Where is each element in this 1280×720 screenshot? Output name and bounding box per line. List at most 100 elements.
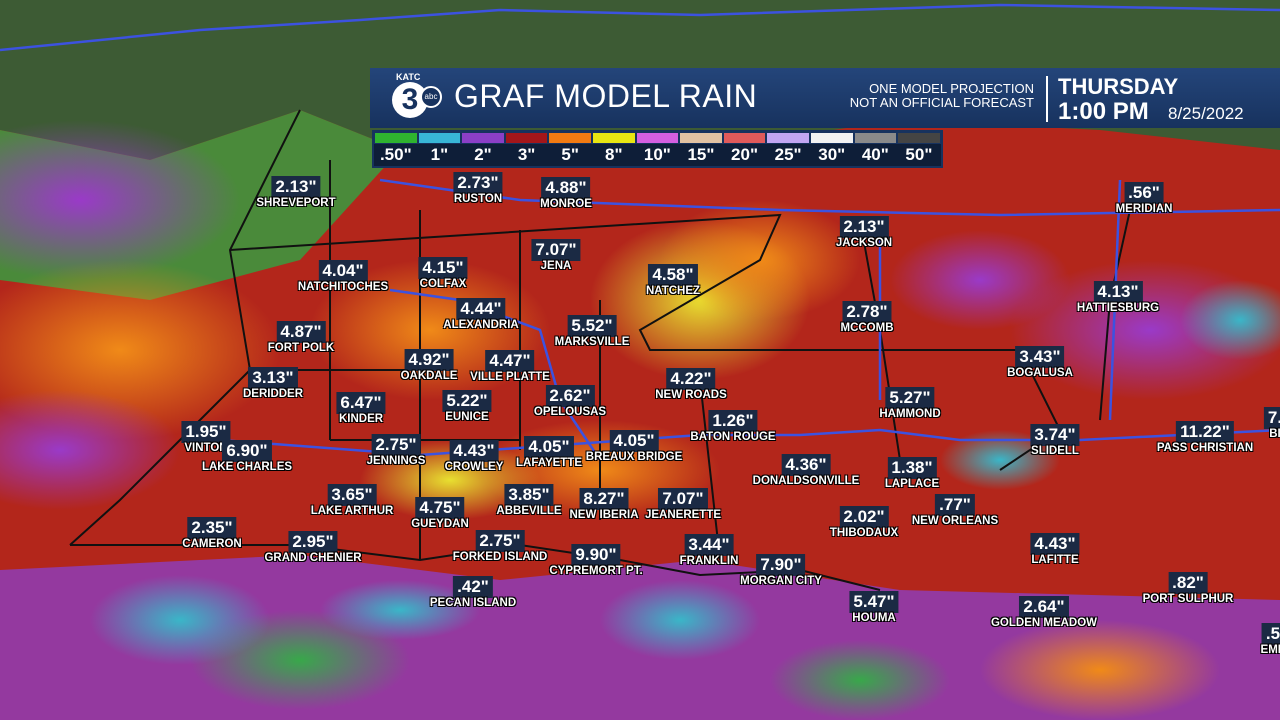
rain-amount: 7.07" [658, 488, 708, 510]
city-name: VINTON [184, 442, 228, 454]
legend-swatch [679, 132, 723, 144]
legend-swatch [897, 132, 941, 144]
legend-label: 1" [417, 144, 462, 166]
legend-label: 40" [853, 144, 898, 166]
header-bar: 3 KATC abc GRAF MODEL RAIN ONE MODEL PRO… [370, 68, 1280, 128]
city-name: NEW ORLEANS [911, 515, 999, 527]
city-name: JEANERETTE [644, 509, 722, 521]
rain-amount: 7.07" [531, 239, 581, 261]
legend-label: 10" [635, 144, 680, 166]
city-label: 5.27" HAMMOND [879, 387, 941, 420]
city-label: 4.87" FORT POLK [268, 321, 334, 354]
city-name: MCCOMB [840, 322, 894, 334]
city-label: 4.13" HATTIESBURG [1077, 281, 1159, 314]
legend-item: .50" [374, 132, 418, 166]
legend-swatch [853, 132, 898, 144]
rain-amount: 2.95" [288, 531, 338, 553]
city-label: .42" PECAN ISLAND [430, 576, 516, 609]
legend-swatch [809, 132, 854, 144]
legend-item: 15" [679, 132, 723, 166]
rain-amount: 3.65" [327, 484, 377, 506]
rain-amount: 4.22" [666, 368, 716, 390]
city-name: NATCHITOCHES [297, 281, 389, 293]
city-name: ABBEVILLE [496, 505, 562, 517]
city-label: .5EMP [1261, 623, 1280, 656]
city-label: 3.43" BOGALUSA [1007, 346, 1073, 379]
rain-amount: 4.92" [404, 349, 454, 371]
rain-amount: 5.47" [849, 591, 899, 613]
city-name: NEW IBERIA [569, 509, 639, 521]
rain-amount: 4.58" [648, 264, 698, 286]
rain-amount: 1.38" [887, 457, 937, 479]
rain-amount: 4.75" [415, 497, 465, 519]
legend-label: 50" [897, 144, 941, 166]
city-name: LAKE CHARLES [201, 461, 293, 473]
city-name: BOGALUSA [1007, 367, 1073, 379]
city-label: 1.26" BATON ROUGE [690, 410, 776, 443]
city-label: 2.35" CAMERON [182, 517, 242, 550]
city-name: MORGAN CITY [740, 575, 822, 587]
city-label: 7.07" JEANERETTE [645, 488, 721, 521]
city-label: 6.90" LAKE CHARLES [202, 440, 292, 473]
city-label: 5.22" EUNICE [442, 390, 492, 423]
city-label: 4.05" LAFAYETTE [516, 436, 582, 469]
legend-label: 30" [809, 144, 854, 166]
city-name: LAPLACE [884, 478, 940, 490]
rain-amount: 4.05" [524, 436, 574, 458]
rain-amount: 7. [1263, 407, 1280, 429]
rain-amount: 8.27" [579, 488, 629, 510]
city-name: PORT SULPHUR [1142, 593, 1234, 605]
city-name: CYPREMORT PT. [549, 565, 643, 577]
city-label: 4.36" DONALDSONVILLE [753, 454, 859, 487]
legend-swatch [591, 132, 636, 144]
city-name: DERIDDER [242, 388, 304, 400]
legend-label: 5" [548, 144, 592, 166]
legend-item: 3" [504, 132, 549, 166]
rain-amount: 4.04" [318, 260, 368, 282]
rain-amount: 5.22" [442, 390, 492, 412]
city-name: GOLDEN MEADOW [990, 617, 1098, 629]
day: THURSDAY [1058, 74, 1179, 99]
rain-amount: 1.95" [181, 421, 231, 443]
city-label: 7.07" JENA [531, 239, 581, 272]
city-label: 3.74" SLIDELL [1030, 424, 1080, 457]
city-name: SLIDELL [1031, 445, 1079, 457]
city-label: 4.92" OAKDALE [401, 349, 457, 382]
city-label: 4.58" NATCHEZ [646, 264, 700, 297]
legend-label: 15" [679, 144, 723, 166]
rain-amount: 4.87" [276, 321, 326, 343]
city-name: HATTIESBURG [1076, 302, 1160, 314]
city-label: 2.13" SHREVEPORT [256, 176, 336, 209]
rain-amount: 4.47" [485, 350, 535, 372]
legend-swatch [548, 132, 592, 144]
rain-amount: 5.27" [885, 387, 935, 409]
city-name: FORT POLK [267, 342, 335, 354]
city-name: MONROE [540, 198, 592, 210]
legend-label: 3" [504, 144, 549, 166]
legend-swatch [461, 132, 505, 144]
city-label: 1.38" LAPLACE [885, 457, 939, 490]
city-label: 4.15" COLFAX [418, 257, 468, 290]
rain-amount: 3.43" [1015, 346, 1065, 368]
city-label: 8.27" NEW IBERIA [570, 488, 639, 521]
rain-amount: 4.43" [449, 440, 499, 462]
city-name: OPELOUSAS [533, 406, 607, 418]
rain-amount: 3.13" [248, 367, 298, 389]
city-label: 5.52" MARKSVILLE [555, 315, 629, 348]
rain-amount: .77" [935, 494, 975, 516]
station-logo: 3 KATC abc [390, 72, 442, 124]
city-name: GRAND CHENIER [264, 552, 362, 564]
legend-label: 8" [591, 144, 636, 166]
rain-amount: 4.05" [609, 430, 659, 452]
city-name: LAFAYETTE [515, 457, 583, 469]
legend-item: 30" [809, 132, 854, 166]
city-label: 5.47" HOUMA [849, 591, 899, 624]
rain-amount: 2.35" [187, 517, 237, 539]
city-label: 11.22" PASS CHRISTIAN [1157, 421, 1253, 454]
legend-item: 2" [461, 132, 505, 166]
legend-swatch [766, 132, 810, 144]
rain-amount: .42" [453, 576, 493, 598]
rain-amount: 4.13" [1093, 281, 1143, 303]
legend-item: 10" [635, 132, 680, 166]
city-name: BREAUX BRIDGE [585, 451, 683, 463]
